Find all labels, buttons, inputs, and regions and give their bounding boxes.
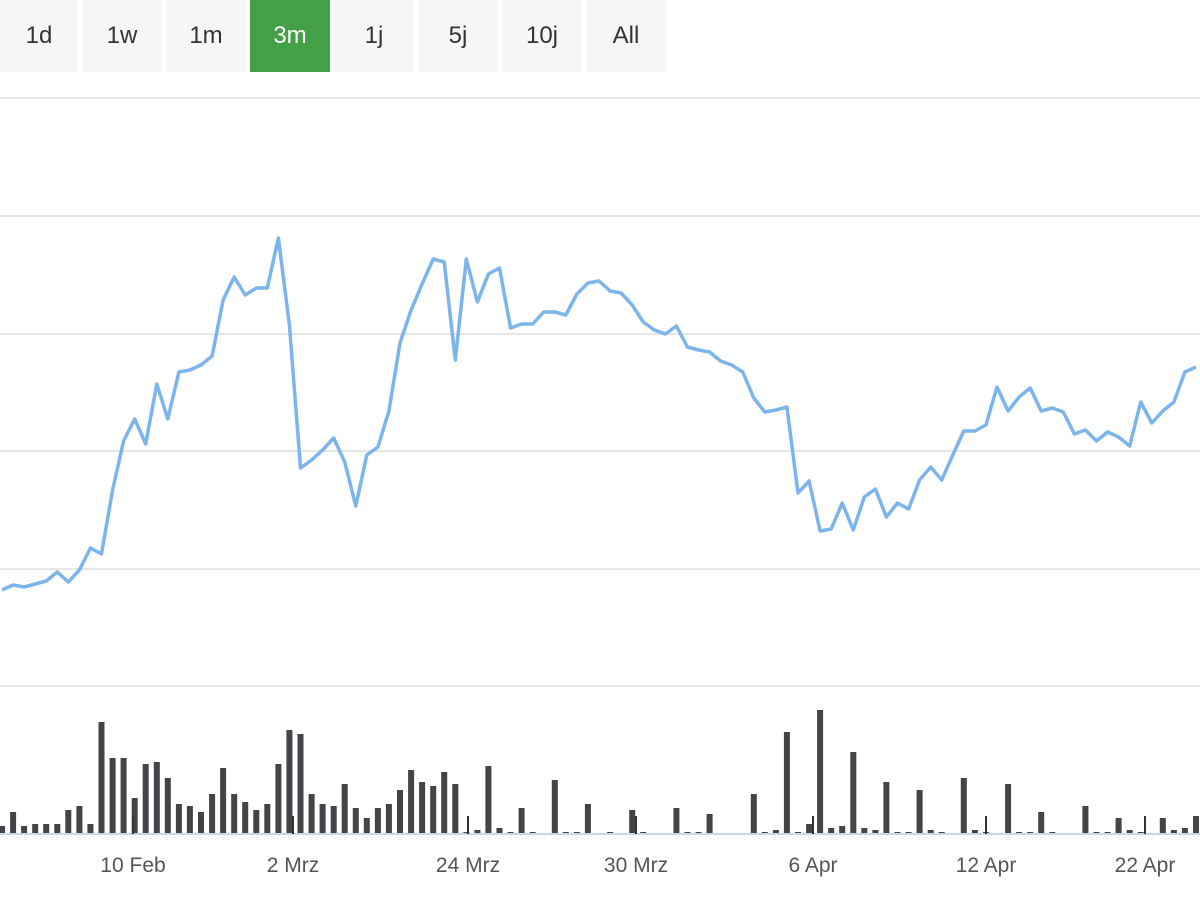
volume-bar	[430, 786, 437, 834]
volume-bar	[352, 808, 359, 834]
volume-bar	[1005, 784, 1012, 834]
volume-bar	[10, 812, 17, 834]
price-volume-chart: 10 Feb 2 Mrz 24 Mrz 30 Mrz 6 Apr 12 Apr 22 Apr	[0, 97, 1200, 877]
volume-bar	[308, 794, 315, 834]
x-axis: 10 Feb 2 Mrz 24 Mrz 30 Mrz 6 Apr 12 Apr 22 Apr	[0, 816, 1200, 877]
volume-bar	[806, 824, 813, 834]
x-tick-label: 30 Mrz	[604, 854, 668, 877]
volume-bar	[43, 824, 50, 834]
volume-bar	[839, 826, 846, 834]
range-selector: 1d 1w 1m 3m 1j 5j 10j All	[0, 0, 666, 72]
x-tick-label: 2 Mrz	[267, 854, 320, 877]
volume-bar	[374, 808, 381, 834]
range-button-1d[interactable]: 1d	[0, 0, 78, 72]
volume-bar	[673, 808, 680, 834]
volume-bar	[419, 782, 426, 834]
volume-bar	[629, 810, 636, 834]
volume-bar	[927, 830, 934, 834]
volume-bar	[1038, 812, 1045, 834]
volume-bar	[485, 766, 492, 834]
volume-bar	[971, 830, 978, 834]
volume-bar	[828, 828, 835, 834]
volume-bar	[772, 830, 779, 834]
volume-bar	[408, 770, 415, 834]
x-tick-label: 12 Apr	[956, 854, 1017, 877]
range-button-5j[interactable]: 5j	[418, 0, 498, 72]
price-series-line	[1, 236, 1197, 592]
volume-bar	[164, 778, 171, 834]
volume-bar	[872, 830, 879, 834]
volume-bar	[275, 764, 282, 834]
range-button-3m[interactable]: 3m	[250, 0, 330, 72]
volume-bar	[231, 794, 238, 834]
volume-bar	[175, 804, 182, 834]
volume-bar	[1159, 818, 1166, 834]
volume-bar	[253, 810, 260, 834]
volume-bar	[186, 806, 193, 834]
volume-bar	[297, 734, 304, 834]
volume-bar	[496, 828, 503, 834]
volume-bar	[1170, 830, 1177, 834]
volume-bar	[0, 826, 5, 834]
gridlines	[0, 97, 1200, 687]
volume-bar	[551, 780, 558, 834]
volume-bar	[153, 762, 160, 834]
volume-bar	[131, 798, 138, 834]
volume-bar	[1181, 828, 1188, 834]
volume-bar	[441, 772, 448, 834]
volume-bar	[209, 794, 216, 834]
volume-bar	[330, 806, 337, 834]
range-button-all[interactable]: All	[586, 0, 666, 72]
volume-bar	[1082, 806, 1089, 834]
volume-bar	[98, 722, 105, 834]
range-button-1j[interactable]: 1j	[334, 0, 414, 72]
volume-bar	[341, 784, 348, 834]
volume-bar	[1126, 830, 1133, 834]
volume-bar	[783, 732, 790, 834]
volume-bar	[87, 824, 94, 834]
x-tick-label: 22 Apr	[1115, 854, 1176, 877]
volume-bar	[1115, 818, 1122, 834]
volume-bar	[750, 794, 757, 834]
range-button-1m[interactable]: 1m	[166, 0, 246, 72]
volume-bar	[1193, 816, 1199, 834]
volume-bar	[452, 784, 459, 834]
volume-bar	[220, 768, 227, 834]
volume-bar	[21, 826, 28, 834]
volume-bar	[861, 828, 868, 834]
volume-bar	[109, 758, 116, 834]
volume-bar	[397, 790, 403, 834]
volume-bar	[817, 710, 824, 834]
volume-bar	[120, 758, 127, 834]
volume-bar	[286, 730, 293, 834]
volume-bar	[32, 824, 39, 834]
price-line	[1, 236, 1197, 592]
volume-bar	[198, 812, 204, 834]
volume-bar	[706, 814, 713, 834]
x-tick-label: 10 Feb	[100, 854, 165, 877]
range-button-10j[interactable]: 10j	[502, 0, 582, 72]
volume-bar	[242, 802, 249, 834]
volume-bar	[319, 804, 326, 834]
volume-bar	[916, 790, 923, 834]
range-button-1w[interactable]: 1w	[82, 0, 162, 72]
volume-bar	[54, 824, 61, 834]
x-tick-label: 24 Mrz	[436, 854, 500, 877]
volume-bar	[584, 804, 591, 834]
volume-bar	[883, 782, 890, 834]
volume-bar	[960, 778, 967, 834]
volume-bar	[385, 804, 392, 834]
volume-bar	[76, 806, 83, 834]
volume-bar	[264, 804, 271, 834]
x-tick-label: 6 Apr	[788, 854, 837, 877]
volume-bar	[850, 752, 857, 834]
volume-bar	[518, 808, 525, 834]
volume-bar	[65, 810, 72, 834]
volume-bar	[142, 764, 149, 834]
volume-bar	[474, 830, 481, 834]
volume-bars	[0, 710, 1199, 834]
volume-bar	[363, 818, 370, 834]
